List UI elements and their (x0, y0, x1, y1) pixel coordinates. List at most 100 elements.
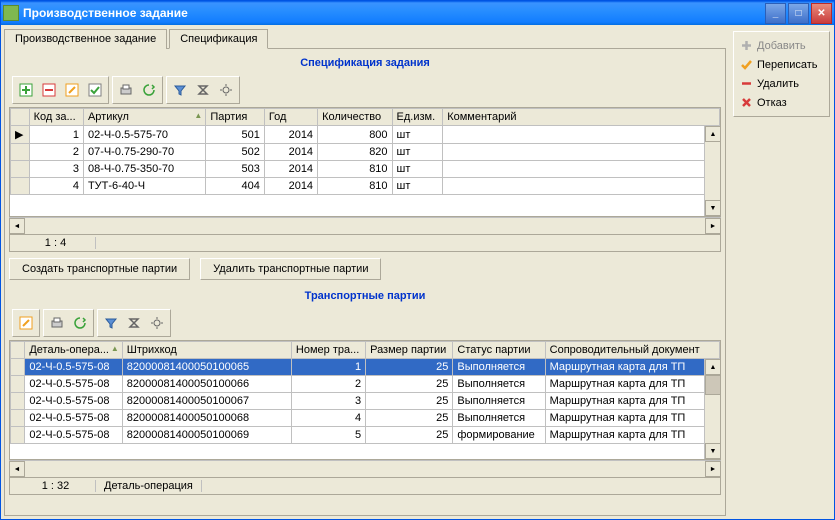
table-cell: шт (392, 178, 443, 195)
refresh-icon-2[interactable] (69, 312, 91, 334)
spec-grid: Код за...АртикулПартияГодКоличествоЕд.из… (9, 107, 721, 217)
table-cell: 08-Ч-0.75-350-70 (83, 161, 205, 178)
table-cell: шт (392, 161, 443, 178)
side-cancel-button[interactable]: Отказ (736, 93, 827, 112)
row-marker (11, 410, 25, 427)
side-rewrite-label: Переписать (757, 59, 818, 71)
delete-row-icon[interactable] (38, 79, 60, 101)
side-add-button[interactable]: Добавить (736, 36, 827, 55)
edit-row-icon[interactable] (61, 79, 83, 101)
table-cell (443, 144, 720, 161)
table-cell: Выполняется (453, 376, 545, 393)
column-header[interactable]: Комментарий (443, 109, 720, 126)
table-cell: 25 (366, 427, 453, 444)
row-marker (11, 144, 30, 161)
trans-grid: Деталь-опера...ШтрихкодНомер тра...Разме… (9, 340, 721, 460)
plus-icon (740, 39, 753, 52)
toolbar-trans (9, 306, 721, 340)
table-row[interactable]: 207-Ч-0.75-290-705022014820шт (11, 144, 720, 161)
table-row[interactable]: 02-Ч-0.5-575-0882000081400050100069525фо… (11, 427, 720, 444)
print-icon[interactable] (115, 79, 137, 101)
table-cell: 1 (29, 126, 83, 144)
row-marker (11, 161, 30, 178)
table-cell: 02-Ч-0.5-575-70 (83, 126, 205, 144)
table-cell (443, 126, 720, 144)
settings-icon[interactable] (215, 79, 237, 101)
table-cell: 02-Ч-0.5-575-08 (25, 359, 122, 376)
table-cell: 82000081400050100068 (122, 410, 291, 427)
table-cell: Маршрутная карта для ТП (545, 359, 719, 376)
close-button[interactable]: ✕ (811, 3, 832, 24)
column-header[interactable]: Штрихкод (122, 342, 291, 359)
delete-transport-batches-button[interactable]: Удалить транспортные партии (200, 258, 381, 280)
table-cell: 810 (318, 161, 392, 178)
vscrollbar[interactable]: ▲ ▼ (704, 126, 720, 216)
row-marker (11, 393, 25, 410)
tab-specification[interactable]: Спецификация (169, 29, 268, 49)
table-cell: 25 (366, 393, 453, 410)
table-row[interactable]: 4ТУТ-6-40-Ч4042014810шт (11, 178, 720, 195)
settings-icon-2[interactable] (146, 312, 168, 334)
table-cell: 02-Ч-0.5-575-08 (25, 393, 122, 410)
column-header[interactable]: Деталь-опера... (25, 342, 122, 359)
app-icon (3, 5, 19, 21)
table-cell: 502 (206, 144, 265, 161)
sum-icon[interactable] (192, 79, 214, 101)
table-row[interactable]: 02-Ч-0.5-575-0882000081400050100065125Вы… (11, 359, 720, 376)
sum-icon-2[interactable] (123, 312, 145, 334)
filter-icon[interactable] (169, 79, 191, 101)
column-header[interactable]: Статус партии (453, 342, 545, 359)
column-header[interactable]: Количество (318, 109, 392, 126)
side-rewrite-button[interactable]: Переписать (736, 55, 827, 74)
hscrollbar-spec[interactable]: ◄ ► (9, 217, 721, 233)
add-row-icon[interactable] (15, 79, 37, 101)
print-icon-2[interactable] (46, 312, 68, 334)
table-cell: Выполняется (453, 359, 545, 376)
table-row[interactable]: 02-Ч-0.5-575-0882000081400050100066225Вы… (11, 376, 720, 393)
table-cell: 4 (291, 410, 365, 427)
column-header[interactable]: Код за... (29, 109, 83, 126)
table-cell: 82000081400050100069 (122, 427, 291, 444)
table-cell: 820 (318, 144, 392, 161)
table-cell: Маршрутная карта для ТП (545, 410, 719, 427)
table-cell: ТУТ-6-40-Ч (83, 178, 205, 195)
filter-icon-2[interactable] (100, 312, 122, 334)
table-row[interactable]: 02-Ч-0.5-575-0882000081400050100067325Вы… (11, 393, 720, 410)
column-header[interactable]: Год (264, 109, 317, 126)
table-cell: 2014 (264, 144, 317, 161)
table-cell: 4 (29, 178, 83, 195)
table-cell (443, 178, 720, 195)
check-row-icon[interactable] (84, 79, 106, 101)
column-header[interactable]: Артикул (83, 109, 205, 126)
status-spec: 1 : 4 (9, 234, 721, 252)
create-transport-batches-button[interactable]: Создать транспортные партии (9, 258, 190, 280)
minimize-button[interactable]: _ (765, 3, 786, 24)
table-row[interactable]: 02-Ч-0.5-575-0882000081400050100068425Вы… (11, 410, 720, 427)
column-header[interactable]: Номер тра... (291, 342, 365, 359)
side-delete-button[interactable]: Удалить (736, 74, 827, 93)
refresh-icon[interactable] (138, 79, 160, 101)
row-selector-header (11, 109, 30, 126)
maximize-button[interactable]: □ (788, 3, 809, 24)
row-marker: ▶ (11, 126, 30, 144)
toolbar-spec (9, 73, 721, 107)
column-header[interactable]: Размер партии (366, 342, 453, 359)
row-selector-header (11, 342, 25, 359)
hscrollbar-trans[interactable]: ◄ ► (9, 460, 721, 476)
table-row[interactable]: 308-Ч-0.75-350-705032014810шт (11, 161, 720, 178)
column-header[interactable]: Партия (206, 109, 265, 126)
edit-row-icon-2[interactable] (15, 312, 37, 334)
table-row[interactable]: ▶102-Ч-0.5-575-705012014800шт (11, 126, 720, 144)
table-cell: 810 (318, 178, 392, 195)
table-cell: 2 (29, 144, 83, 161)
side-add-label: Добавить (757, 40, 806, 52)
column-header[interactable]: Сопроводительный документ (545, 342, 719, 359)
table-cell: Выполняется (453, 393, 545, 410)
table-cell: 25 (366, 410, 453, 427)
column-header[interactable]: Ед.изм. (392, 109, 443, 126)
status-trans: 1 : 32 Деталь-операция (9, 477, 721, 495)
vscrollbar-2[interactable]: ▲ ▼ (704, 359, 720, 459)
app-window: Производственное задание _ □ ✕ Производс… (0, 0, 835, 520)
side-cancel-label: Отказ (757, 97, 787, 109)
tab-production-task[interactable]: Производственное задание (4, 29, 167, 49)
